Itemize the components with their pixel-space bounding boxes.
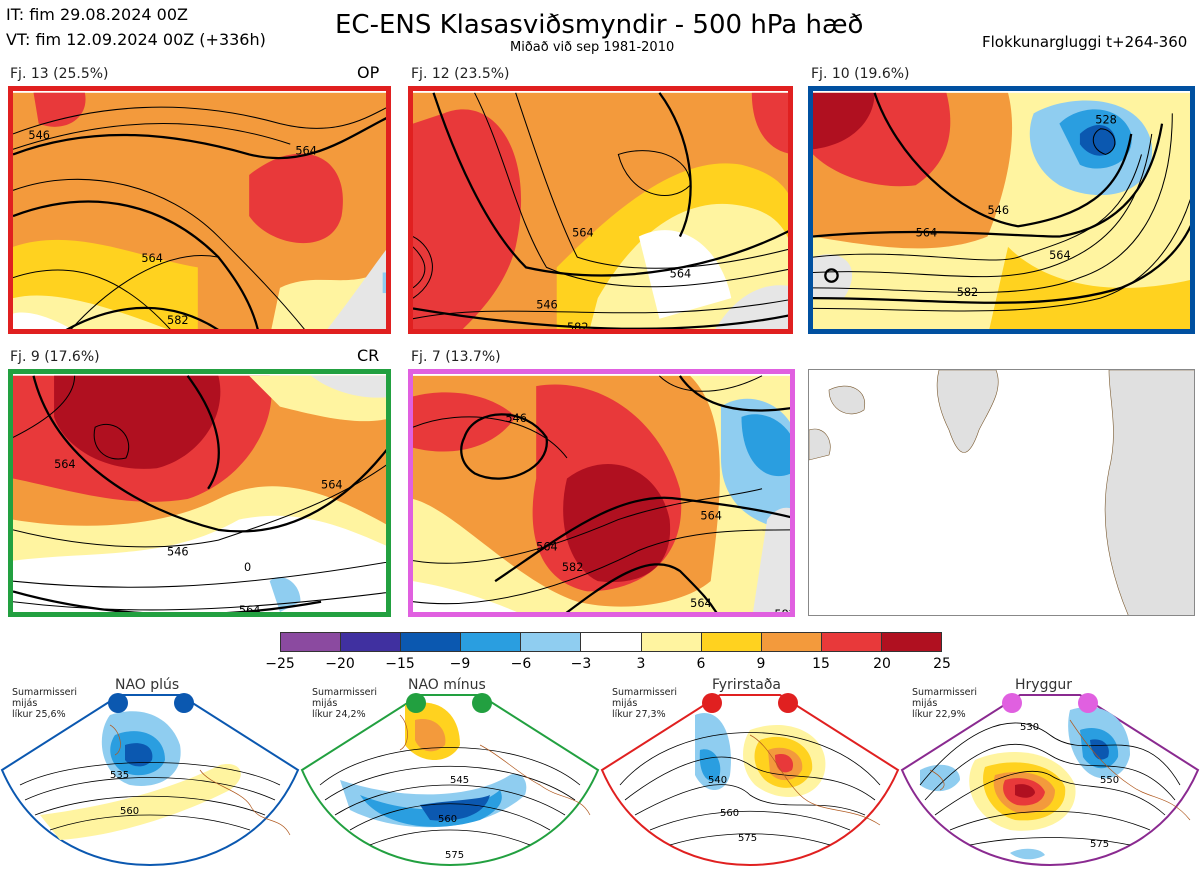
contour-label: 540: [708, 775, 727, 786]
contour-label: 564: [700, 510, 722, 523]
colorbar-swatch: [401, 633, 462, 651]
panel-3-label: Fj. 10 (19.6%): [811, 66, 910, 82]
colorbar-tick: −15: [385, 656, 415, 672]
contour-label: 582: [567, 321, 589, 334]
contour-label: 560: [720, 808, 739, 819]
colorbar-swatch: [761, 633, 822, 651]
colorbar-swatch: [581, 633, 642, 651]
cluster-map-7: 546 564 564 582 564 582: [408, 369, 795, 617]
contour-label: 575: [738, 833, 757, 844]
colorbar-ticks: −25 −20 −15 −9 −6 −3 3 6 9 15 20 25: [265, 656, 951, 674]
panel-4-tag: CR: [357, 346, 380, 365]
contour-label: 575: [1090, 839, 1109, 850]
contour-label: 560: [120, 806, 139, 817]
colorbar-tick: −25: [265, 656, 295, 672]
contour-label: 546: [167, 546, 189, 559]
contour-label: 564: [1049, 249, 1071, 262]
colorbar-swatch: [461, 633, 522, 651]
regime-name: NAO plús: [115, 677, 180, 693]
contour-label: 545: [450, 775, 469, 786]
colorbar-swatch: [881, 633, 942, 651]
panel-1-tag: OP: [357, 63, 380, 82]
regime-nao-plus: 535 560 NAO plús Sumarmisseri mijás líku…: [0, 675, 300, 870]
regime-name: NAO mínus: [408, 677, 486, 693]
contour-label: 0: [244, 561, 251, 574]
contour-label: 564: [295, 144, 317, 157]
contour-label: 546: [988, 204, 1010, 217]
panel-2-label: Fj. 12 (23.5%): [411, 66, 510, 82]
cluster-map-13: 546 564 564 582: [8, 86, 391, 334]
contour-label: 564: [239, 604, 261, 617]
colorbar-tick: 15: [812, 656, 830, 672]
contour-label: 564: [670, 268, 692, 281]
colorbar-tick: −6: [510, 656, 532, 672]
colorbar-tick: −20: [325, 656, 355, 672]
colorbar-tick: 20: [873, 656, 891, 672]
contour-label: 564: [141, 252, 163, 265]
cluster-map-9: 546 564 564 564 0: [8, 369, 391, 617]
regime-blocking: 540 560 575 Fyrirstaða Sumarmisseri mijá…: [600, 675, 900, 870]
colorbar-swatch: [341, 633, 402, 651]
contour-label: 560: [438, 814, 457, 825]
contour-label: 564: [321, 479, 343, 492]
contour-label: 550: [1100, 775, 1119, 786]
regime-note: Sumarmisseri mijás líkur 24,2%: [312, 687, 378, 720]
regime-note: Sumarmisseri mijás líkur 27,3%: [612, 687, 678, 720]
regime-note: Sumarmisseri mijás líkur 22,9%: [912, 687, 978, 720]
regime-name: Fyrirstaða: [712, 677, 781, 693]
contour-label: 582: [562, 561, 584, 574]
colorbar-tick: 6: [696, 656, 706, 672]
contour-label: 582: [774, 608, 795, 617]
page-title: EC-ENS Klasasviðsmyndir - 500 hPa hæð: [335, 10, 864, 40]
colorbar-swatch: [821, 633, 882, 651]
colorbar-swatch: [641, 633, 702, 651]
contour-label: 546: [505, 412, 527, 425]
contour-label: 582: [167, 314, 189, 327]
colorbar-swatch: [701, 633, 762, 651]
contour-label: 564: [54, 458, 76, 471]
page-subtitle: Miðað við sep 1981-2010: [510, 40, 675, 55]
cluster-map-10: 546 564 564 582 528: [808, 86, 1195, 334]
contour-label: 528: [1095, 114, 1117, 127]
colorbar-tick: 25: [933, 656, 951, 672]
regime-note: Sumarmisseri mijás líkur 25,6%: [12, 687, 78, 720]
contour-label: 582: [957, 286, 979, 299]
empty-base-map: [808, 369, 1195, 616]
valid-time: VT: fim 12.09.2024 00Z (+336h): [6, 30, 266, 49]
colorbar-tick: 9: [756, 656, 766, 672]
colorbar-swatch: [281, 633, 342, 651]
initial-time: IT: fim 29.08.2024 00Z: [6, 5, 188, 24]
colorbar-tick: −9: [449, 656, 471, 672]
panel-4-label: Fj. 9 (17.6%): [10, 349, 100, 365]
contour-label: 564: [536, 540, 558, 553]
colorbar-tick: 3: [636, 656, 646, 672]
regime-nao-minus: 545 560 575 NAO mínus Sumarmisseri mijás…: [300, 675, 600, 870]
contour-label: 530: [1020, 722, 1039, 733]
colorbar-tick: −3: [570, 656, 592, 672]
panel-5-label: Fj. 7 (13.7%): [411, 349, 501, 365]
cluster-map-12: 546 564 564 582: [408, 86, 793, 334]
colorbar: [280, 632, 942, 652]
panel-1-label: Fj. 13 (25.5%): [10, 66, 109, 82]
contour-label: 546: [536, 298, 558, 311]
contour-label: 564: [916, 227, 938, 240]
contour-label: 575: [445, 850, 464, 861]
classification-window: Flokkunargluggi t+264-360: [982, 33, 1188, 51]
contour-label: 564: [690, 597, 712, 610]
regime-name: Hryggur: [1015, 677, 1072, 693]
colorbar-swatch: [521, 633, 582, 651]
contour-label: 535: [110, 770, 129, 781]
contour-label: 546: [28, 129, 50, 142]
regime-ridge: 530 550 575 Hryggur Sumarmisseri mijás l…: [900, 675, 1200, 870]
contour-label: 564: [572, 227, 594, 240]
